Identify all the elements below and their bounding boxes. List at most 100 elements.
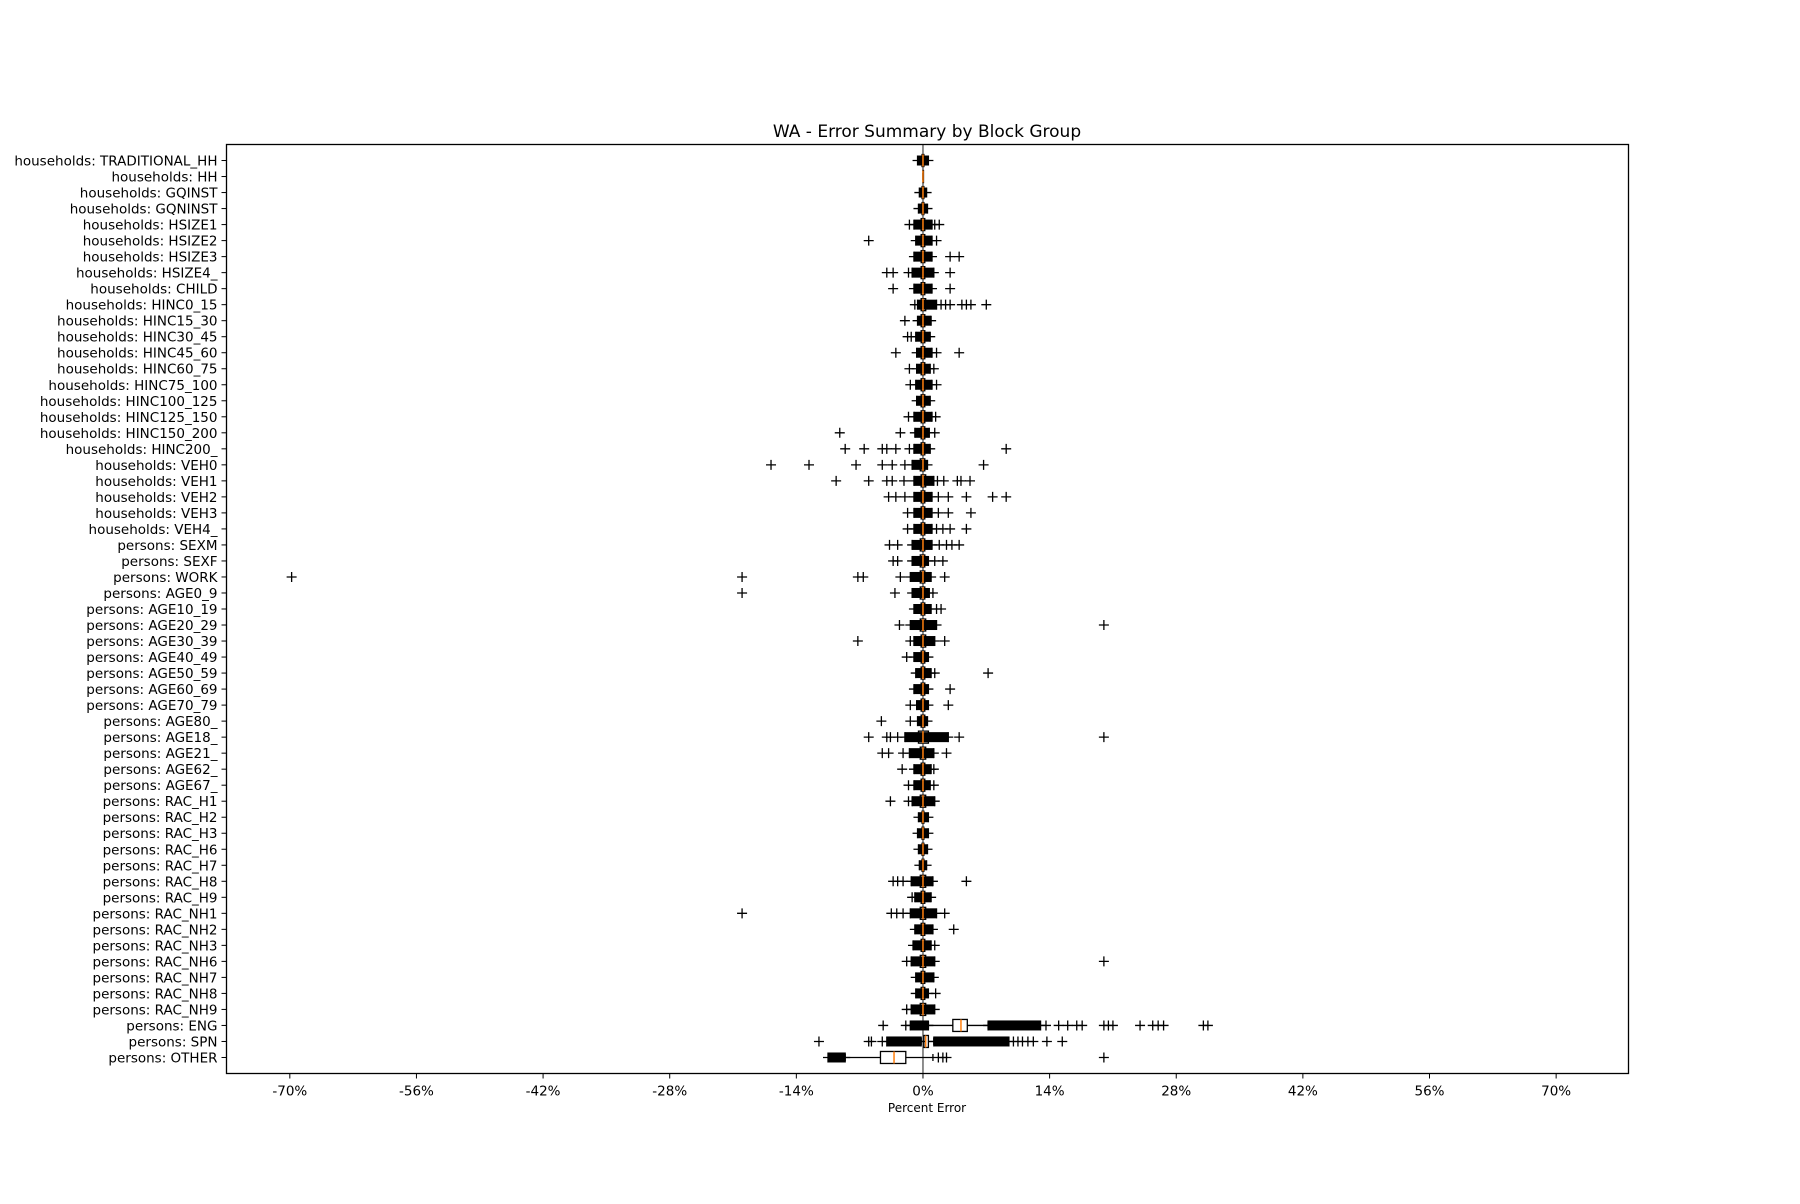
outlier-point xyxy=(954,347,965,358)
box-households-hsize1 xyxy=(904,217,945,232)
outlier-point xyxy=(901,956,912,967)
dense-outlier-cluster xyxy=(910,571,932,582)
box-persons-rac-h9 xyxy=(907,890,937,904)
y-tick-label: persons: AGE62_ xyxy=(103,762,217,778)
y-tick-label: households: HINC30_45 xyxy=(57,330,217,346)
outlier-point xyxy=(907,539,918,550)
outlier-point xyxy=(892,539,903,550)
outlier-point xyxy=(1077,1020,1088,1031)
outlier-point xyxy=(1040,1020,1051,1031)
x-tick-label: -42% xyxy=(526,1084,561,1100)
y-tick-label: persons: SEXF xyxy=(121,554,217,570)
outlier-point xyxy=(901,1004,912,1015)
outlier-point xyxy=(1135,1020,1146,1031)
outlier-point xyxy=(766,459,777,470)
outlier-point xyxy=(954,539,965,550)
outlier-point xyxy=(908,940,919,951)
outlier-point xyxy=(930,411,941,422)
outlier-point xyxy=(907,587,918,598)
outlier-point xyxy=(965,507,976,518)
outlier-point xyxy=(737,571,748,582)
box-households-veh0 xyxy=(766,458,989,472)
outlier-point xyxy=(910,972,921,983)
outlier-point xyxy=(877,1036,888,1047)
x-tick-label: -70% xyxy=(272,1084,307,1100)
outlier-point xyxy=(933,507,944,518)
dense-outlier-cluster xyxy=(912,539,933,550)
box-persons-age67- xyxy=(903,778,939,792)
box-persons-other xyxy=(823,1050,1109,1065)
outlier-point xyxy=(908,684,919,695)
outlier-point xyxy=(903,267,914,278)
outlier-point xyxy=(898,908,909,919)
box-households-hsize3 xyxy=(908,249,965,264)
outlier-point xyxy=(852,636,863,647)
outlier-point xyxy=(858,571,869,582)
dense-outlier-cluster xyxy=(913,443,931,454)
x-axis-label: Percent Error xyxy=(888,1101,966,1115)
box-persons-age80- xyxy=(876,714,933,728)
outlier-point xyxy=(978,459,989,470)
dense-outlier-cluster xyxy=(915,379,933,390)
box-persons-age50-59 xyxy=(910,666,994,680)
box-households-veh2 xyxy=(883,490,1012,504)
outlier-point xyxy=(905,700,916,711)
outlier-point xyxy=(987,491,998,502)
outlier-point xyxy=(1053,1020,1064,1031)
box-households-hinc100-125 xyxy=(911,394,936,408)
box-households-veh3 xyxy=(902,506,976,520)
outlier-point xyxy=(876,716,887,727)
outlier-point xyxy=(898,748,909,759)
outlier-point xyxy=(938,475,949,486)
outlier-point xyxy=(908,475,919,486)
outlier-point xyxy=(931,235,942,246)
box-persons-rac-h8 xyxy=(888,874,972,888)
box-iqr xyxy=(879,1050,907,1065)
outlier-point xyxy=(928,780,939,791)
outlier-point xyxy=(904,443,915,454)
y-tick-label: persons: RAC_NH8 xyxy=(93,986,218,1002)
outlier-point xyxy=(877,459,888,470)
y-tick-label: households: HINC0_15 xyxy=(66,298,218,314)
outlier-point xyxy=(945,267,956,278)
y-tick-label: persons: RAC_H6 xyxy=(103,842,218,858)
box-households-hsize2 xyxy=(863,233,942,248)
box-persons-age40-49 xyxy=(901,650,934,664)
outlier-point xyxy=(928,972,939,983)
box-households-gqninst xyxy=(913,201,933,216)
y-tick-label: households: HSIZE2 xyxy=(83,234,218,250)
box-households-hinc60-75 xyxy=(904,362,939,376)
outlier-point xyxy=(926,892,937,903)
dense-outlier-cluster xyxy=(910,1020,929,1031)
outlier-point xyxy=(908,491,919,502)
y-tick-label: persons: RAC_NH6 xyxy=(93,954,218,970)
outlier-point xyxy=(911,347,922,358)
outlier-point xyxy=(912,315,923,326)
dense-outlier-cluster xyxy=(913,652,929,663)
y-tick-label: persons: SEXM xyxy=(117,538,217,554)
outlier-point xyxy=(941,1052,952,1063)
y-tick-label: persons: ENG xyxy=(126,1018,217,1034)
y-tick-label: persons: RAC_H3 xyxy=(103,826,218,842)
outlier-point xyxy=(923,700,934,711)
y-tick-label: households: VEH3 xyxy=(95,506,217,522)
dense-outlier-cluster xyxy=(917,315,932,326)
outlier-point xyxy=(926,315,937,326)
outlier-point xyxy=(930,988,941,999)
y-tick-label: persons: AGE20_29 xyxy=(86,618,217,634)
dense-outlier-cluster xyxy=(916,347,933,358)
y-tick-label: households: HH xyxy=(111,170,217,186)
dense-outlier-cluster xyxy=(904,732,949,743)
box-households-hinc0-15 xyxy=(909,298,992,312)
dense-outlier-cluster xyxy=(915,972,934,983)
outlier-point xyxy=(1202,1020,1213,1031)
box-persons-rac-h2 xyxy=(913,810,934,824)
outlier-point xyxy=(840,443,851,454)
outlier-point xyxy=(890,491,901,502)
y-tick-label: persons: AGE18_ xyxy=(103,730,217,746)
outlier-point xyxy=(1098,956,1109,967)
outlier-point xyxy=(945,523,956,534)
y-tick-label: persons: RAC_H2 xyxy=(103,810,218,826)
outlier-point xyxy=(888,283,899,294)
